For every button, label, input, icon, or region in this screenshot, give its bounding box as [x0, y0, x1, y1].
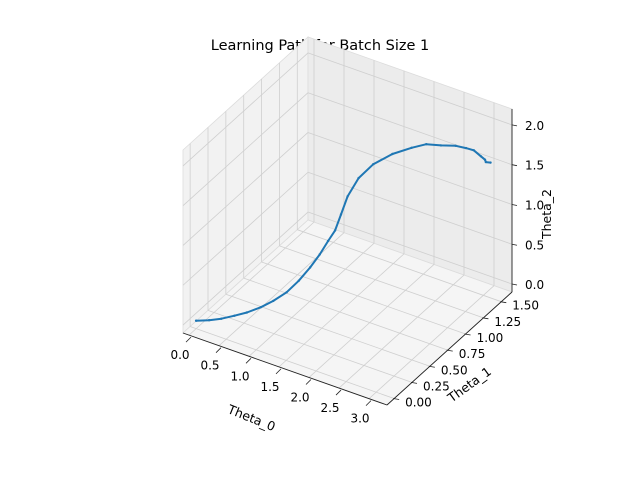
- z-tick-label: 2.0: [525, 119, 544, 133]
- series-point: [220, 317, 223, 320]
- z-tick-label: 1.0: [525, 199, 544, 213]
- tick-labels: 0.0 0.5 1.0 1.5 2.0 2.5 3.0 0.00 0.25 0.50 0.75 1.0…: [170, 119, 544, 426]
- series-point: [194, 319, 198, 322]
- grid-x-floor: [188, 221, 315, 336]
- series-point: [454, 144, 457, 147]
- series-point: [464, 146, 468, 150]
- series-point: [372, 163, 375, 166]
- series-point: [308, 266, 312, 269]
- series-point: [439, 144, 443, 147]
- series-point: [357, 176, 360, 180]
- x-tick-mark: [335, 389, 342, 396]
- series-point: [479, 155, 483, 158]
- series-point: [272, 299, 275, 303]
- grid-z-left: [182, 92, 309, 206]
- series-point: [391, 152, 394, 156]
- x-tick-mark: [185, 336, 192, 343]
- x-tick-mark: [245, 358, 252, 364]
- series-point: [207, 319, 211, 322]
- series-point: [333, 229, 337, 232]
- grid-z-back: [307, 132, 513, 205]
- series-point: [245, 311, 249, 314]
- z-tick-mark: [511, 164, 518, 167]
- series-layer: [194, 143, 492, 322]
- series-point: [483, 158, 487, 161]
- grid-x-floor: [368, 285, 495, 399]
- y-tick-label: 1.50: [512, 299, 539, 313]
- series-point: [425, 143, 428, 146]
- x-tick-label: 0.0: [170, 348, 189, 362]
- y-tick-label: 0.50: [441, 363, 468, 377]
- series-line-0: [195, 143, 492, 322]
- y-tick-mark: [428, 365, 435, 368]
- z-axis-label: Theta_2: [539, 189, 554, 240]
- grid-y-floor: [243, 277, 448, 351]
- grid-y-floor: [297, 229, 502, 303]
- y-tick-mark: [446, 349, 453, 352]
- x-tick-label: 3.0: [350, 412, 369, 426]
- grid-y-floor: [279, 245, 484, 319]
- axis-lines: [182, 109, 513, 406]
- x-tick-mark: [215, 347, 222, 353]
- x-tick-label: 0.5: [200, 359, 219, 373]
- grid-z-back: [307, 171, 513, 245]
- grid-y-floor: [261, 261, 466, 335]
- z-tick-label: 0.5: [525, 238, 544, 252]
- series-point: [285, 291, 288, 294]
- grid-y-floor: [225, 293, 430, 367]
- grid-z-left: [182, 52, 309, 167]
- series-point: [484, 160, 488, 164]
- series-point: [339, 213, 343, 216]
- y-tick-mark: [464, 333, 471, 336]
- y-tick-mark: [500, 301, 507, 304]
- z-tick-label: 1.5: [525, 159, 544, 173]
- x-tick-mark: [275, 368, 282, 375]
- y-tick-label: 0.00: [405, 396, 432, 410]
- y-tick-label: 1.25: [494, 315, 521, 329]
- x-axis-line: [182, 332, 388, 406]
- series-point: [259, 306, 262, 309]
- series-point: [233, 314, 236, 317]
- y-tick-label: 1.00: [477, 331, 504, 345]
- x-tick-label: 1.5: [260, 380, 279, 394]
- y-axis-line: [386, 291, 513, 406]
- series-point: [326, 239, 330, 243]
- x-tick-label: 1.0: [230, 369, 249, 383]
- grid-x-floor: [338, 274, 465, 389]
- series-point: [472, 149, 475, 152]
- z-tick-mark: [511, 124, 518, 127]
- grid-z-left: [182, 211, 309, 326]
- series-point: [346, 195, 349, 198]
- series-point: [297, 279, 300, 282]
- grid-z-back: [307, 52, 513, 126]
- grid-x-floor: [308, 264, 435, 378]
- y-tick-mark: [393, 398, 400, 400]
- grid-z-left: [182, 132, 309, 246]
- x-tick-label: 2.5: [320, 401, 339, 415]
- y-tick-label: 0.25: [423, 379, 450, 393]
- x-tick-mark: [305, 379, 312, 385]
- grid-y-floor: [190, 326, 395, 399]
- series-point: [410, 146, 413, 149]
- x-tick-label: 2.0: [290, 391, 309, 405]
- z-tick-mark: [511, 204, 518, 206]
- grid-z-back: [307, 211, 513, 285]
- z-tick-mark: [511, 243, 518, 246]
- grid-y-floor: [207, 310, 413, 383]
- grid-x-floor: [248, 242, 375, 357]
- y-tick-mark: [410, 382, 418, 384]
- grid-x-floor: [278, 253, 405, 368]
- y-tick-label: 0.75: [459, 347, 486, 361]
- grid-z-left: [182, 171, 309, 286]
- grid-x-floor: [218, 232, 345, 347]
- series-point: [489, 161, 492, 164]
- y-tick-mark: [482, 317, 489, 320]
- z-tick-mark: [511, 283, 518, 286]
- z-tick-label: 0.0: [525, 278, 544, 292]
- series-point: [318, 253, 321, 256]
- x-tick-mark: [365, 400, 372, 406]
- x-axis-label: Theta_0: [225, 401, 278, 434]
